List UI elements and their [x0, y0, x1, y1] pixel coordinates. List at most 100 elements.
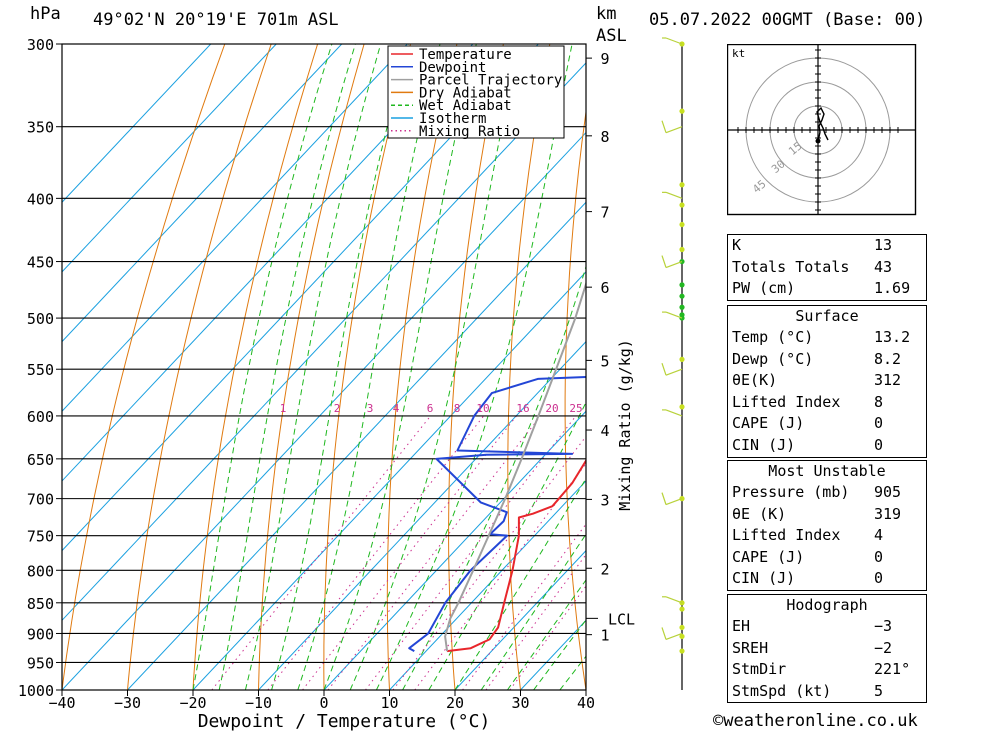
wind-barb	[665, 632, 683, 641]
isotherm-line	[62, 44, 474, 482]
isotherm-line	[62, 131, 586, 690]
mixing-ratio-tick-label: 4	[393, 402, 400, 415]
mixing-ratio-tick-label: 16	[516, 402, 529, 415]
hodograph-row: EH −3	[732, 617, 893, 635]
wind-barb	[665, 596, 683, 604]
mixing-ratio-tick-label: 6	[427, 402, 434, 415]
wind-barb	[665, 37, 683, 45]
legend-entry: Mixing Ratio	[419, 124, 520, 140]
dry-adiabat-line	[674, 44, 717, 690]
wind-profile-dot	[679, 606, 685, 612]
x-tick-label: −30	[114, 694, 141, 712]
km-tick-label: 4	[600, 422, 609, 440]
mixing-ratio-tick-label: 10	[476, 402, 489, 415]
surface-row: CAPE (J) 0	[732, 414, 884, 433]
wind-barb	[665, 409, 683, 417]
most-unstable-table: Most Unstable Pressure (mb) 905 θE (K) 319…	[727, 460, 927, 591]
wind-barb	[665, 498, 683, 506]
dry-adiabat-line	[921, 44, 1000, 690]
km-tick-label: 7	[600, 204, 609, 222]
km-label: km	[596, 4, 617, 24]
wet-adiabat-line	[402, 264, 586, 690]
isotherm-line	[62, 44, 408, 413]
surface-table: Surface Temp (°C) 13.2 Dewp (°C) 8.2 θE(K)…	[727, 305, 927, 458]
surface-row: Dewp (°C) 8.2	[732, 349, 902, 368]
wind-profile-dot	[679, 221, 685, 228]
most-unstable-title: Most Unstable	[768, 462, 886, 480]
x-axis-label: Dewpoint / Temperature (°C)	[198, 711, 491, 732]
copyright-notice[interactable]: ©weatheronline.co.uk	[713, 711, 918, 731]
lcl-label: LCL	[608, 610, 635, 628]
wind-profile-dot	[679, 624, 685, 631]
pressure-tick-label: 350	[27, 119, 54, 137]
index-row-k: K 13	[732, 236, 893, 254]
x-tick-label: −40	[48, 694, 75, 712]
hodograph-chart: kt 15 30 45	[727, 44, 917, 216]
wind-profile-dot	[679, 293, 685, 299]
pressure-tick-label: 700	[27, 491, 54, 509]
hodograph-trace	[816, 106, 829, 143]
legend-entry: Isotherm	[419, 111, 486, 127]
hodograph-row: StmSpd (kt) 5	[732, 681, 884, 700]
wind-profile-dot	[679, 282, 685, 288]
hodograph-storm-motion	[815, 138, 821, 144]
pressure-unit-label: hPa	[30, 4, 61, 24]
dry-adiabat-line	[323, 44, 411, 690]
most-unstable-row: Lifted Index 4	[732, 526, 884, 545]
x-tick-label: 0	[319, 694, 328, 712]
isotherm-line	[192, 271, 586, 690]
wet-adiabat-line	[244, 44, 382, 690]
x-tick-label: 40	[577, 694, 595, 712]
indices-table: K 13 Totals Totals 43 PW (cm) 1.69	[727, 234, 927, 301]
pressure-tick-label: 950	[27, 654, 54, 672]
wet-adiabat-line	[375, 44, 573, 690]
legend-box	[387, 45, 565, 139]
km-tick-label: 1	[600, 627, 609, 645]
pressure-tick-label: 400	[27, 190, 54, 208]
datetime-title: 05.07.2022 00GMT (Base: 00)	[649, 10, 926, 30]
temperature-series	[446, 458, 586, 653]
dewpoint-series	[408, 375, 586, 652]
x-tick-label: 30	[511, 694, 529, 712]
wind-barb	[665, 311, 683, 319]
surface-row: CIN (J) 0	[732, 435, 884, 454]
pressure-tick-label: 500	[27, 310, 54, 328]
wind-barb-flag	[661, 627, 667, 640]
wind-profile-dot	[679, 648, 685, 654]
wind-barb-flag	[661, 363, 667, 376]
isotherm-line	[127, 201, 586, 690]
legend-entry: Parcel Trajectory	[419, 73, 562, 89]
hodograph-table: Hodograph EH −3 SREH −2 StmDir 221° StmSpd …	[727, 594, 927, 704]
wind-barb-flag	[661, 120, 667, 133]
pressure-tick-label: 750	[27, 528, 54, 546]
legend-entry: Temperature	[419, 47, 512, 63]
km-tick-label: 8	[600, 128, 609, 146]
wet-adiabat-line	[428, 401, 586, 690]
index-row-pw: PW (cm) 1.69	[732, 279, 911, 298]
asl-label: ASL	[596, 26, 627, 46]
pressure-tick-label: 900	[27, 625, 54, 643]
surface-title: Surface	[795, 307, 859, 325]
wind-profile-dot	[679, 356, 685, 362]
isotherm-line	[62, 44, 277, 273]
pressure-tick-label: 800	[27, 562, 54, 580]
isotherm-line	[454, 549, 586, 690]
hodograph-row: SREH −2	[732, 638, 893, 657]
wind-barb	[665, 260, 683, 269]
dry-adiabat-line	[386, 44, 458, 690]
mixing-ratio-tick-label: 8	[454, 402, 461, 415]
most-unstable-row: CIN (J) 0	[732, 569, 884, 588]
pressure-tick-label: 300	[27, 36, 54, 54]
mixing-ratio-tick-label: 25	[569, 402, 582, 415]
dry-adiabat-line	[127, 44, 272, 690]
x-tick-label: −20	[179, 694, 206, 712]
most-unstable-row: Pressure (mb) 905	[732, 483, 902, 501]
wind-profile-dot	[679, 304, 685, 310]
pressure-tick-label: 650	[27, 451, 54, 469]
mixing-ratio-tick-label: 2	[334, 402, 341, 415]
mixing-ratio-line	[302, 415, 517, 690]
pressure-tick-label: 550	[27, 361, 54, 379]
mixing-ratio-tick-label: 1	[280, 402, 287, 415]
pressure-tick-label: 600	[27, 408, 54, 426]
